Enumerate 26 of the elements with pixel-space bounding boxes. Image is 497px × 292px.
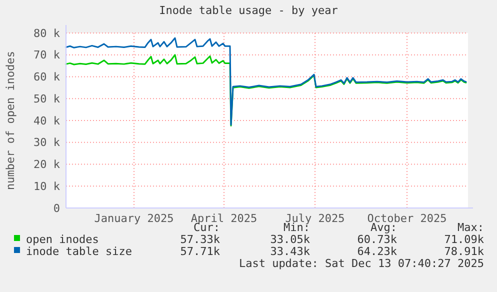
y-tick-label: 40 k	[34, 114, 60, 128]
y-tick-label: 20 k	[34, 158, 60, 172]
text: 60.73k	[357, 233, 398, 246]
y-tick-label: 0	[53, 202, 60, 215]
y-tick-label: 10 k	[34, 180, 60, 193]
y-tick-label: 30 k	[34, 136, 60, 150]
text: 64.23k	[357, 245, 398, 258]
text: 33.05k	[270, 233, 310, 246]
text: Max:	[458, 221, 484, 234]
text: 33.43k	[270, 245, 310, 258]
y-tick-label: 80 k	[34, 26, 60, 40]
x-tick-label: January 2025	[94, 212, 174, 225]
y-axis-title: number of open inodes	[4, 50, 17, 190]
y-tick-label: 60 k	[34, 70, 60, 84]
y-tick-label: 50 k	[34, 92, 60, 106]
text: 57.33k	[180, 233, 220, 246]
text: Avg:	[370, 221, 397, 234]
line-series	[65, 37, 467, 126]
text: 71.09k	[444, 233, 484, 246]
legend-label: open inodes	[26, 233, 99, 246]
text: 78.91k	[444, 245, 484, 258]
text: 57.71k	[180, 245, 220, 258]
chart-title: Inode table usage - by year	[159, 4, 338, 17]
legend-label: inode table size	[26, 245, 132, 258]
text: Last update: Sat Dec 13 07:40:27 2025	[238, 257, 484, 270]
y-tick-label: 70 k	[34, 48, 60, 62]
